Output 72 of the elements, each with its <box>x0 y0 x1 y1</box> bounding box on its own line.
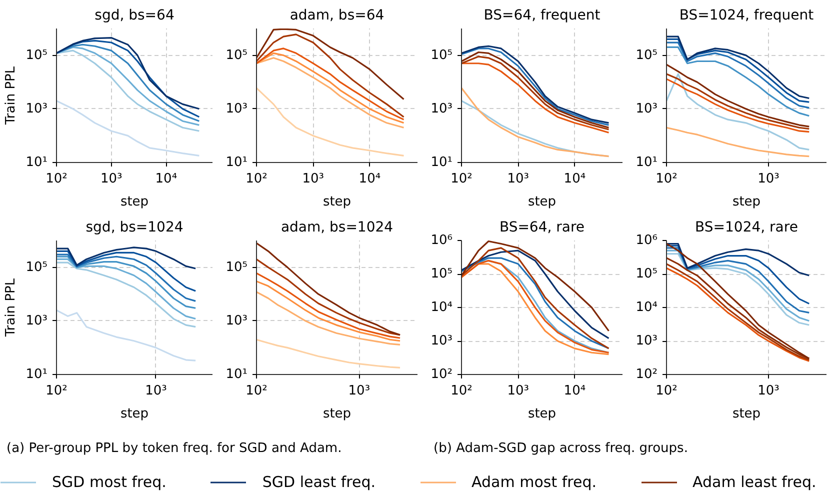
y-tick-label: 10³ <box>226 101 248 116</box>
y-tick-label: 10³ <box>430 101 453 116</box>
x-axis-title: step <box>528 194 556 210</box>
y-tick-label: 10¹ <box>26 155 48 170</box>
x-tick-label: 10² <box>46 172 68 186</box>
y-tick-label: 10³ <box>26 101 48 116</box>
chart-title: sgd, bs=64 <box>94 8 174 24</box>
y-tick-label: 10³ <box>636 334 658 348</box>
y-tick-label: 10⁶ <box>430 233 453 248</box>
chart-title: BS=64, rare <box>499 220 585 236</box>
x-axis-title: step <box>322 406 352 422</box>
y-tick-label: 10⁵ <box>430 266 453 282</box>
y-tick-label: 10³ <box>430 334 453 348</box>
y-tick-label: 10⁵ <box>636 266 658 282</box>
x-axis-title: step <box>528 406 556 422</box>
x-tick-label: 10³ <box>100 172 122 186</box>
x-tick-label: 10³ <box>758 384 780 398</box>
y-tick-label: 10⁵ <box>26 260 48 275</box>
x-tick-label: 10² <box>246 172 268 186</box>
y-axis-title: Train PPL <box>4 66 19 126</box>
y-tick-label: 10⁴ <box>430 300 453 315</box>
y-tick-label: 10⁶ <box>636 233 658 248</box>
x-tick-label: 10³ <box>145 384 167 398</box>
y-tick-label: 10¹ <box>226 367 248 382</box>
x-axis-title: step <box>120 406 149 422</box>
y-tick-label: 10² <box>430 367 453 382</box>
legend-label: SGD least freq. <box>262 473 376 491</box>
chart-title: adam, bs=1024 <box>280 220 394 236</box>
x-tick-label: 10² <box>450 384 472 398</box>
chart-title: BS=1024, frequent <box>679 8 814 24</box>
y-tick-label: 10³ <box>26 313 48 328</box>
x-axis-title: step <box>732 194 761 210</box>
chart-title: BS=1024, rare <box>695 220 798 236</box>
chart-title: adam, bs=64 <box>290 8 384 24</box>
chart-title: sgd, bs=1024 <box>86 220 184 236</box>
x-axis-title: step <box>120 194 149 210</box>
y-tick-label: 10⁵ <box>26 48 48 63</box>
x-tick-label: 10⁴ <box>358 172 381 186</box>
x-tick-label: 10² <box>450 172 472 186</box>
x-tick-label: 10³ <box>302 172 324 186</box>
legend-label: SGD most freq. <box>52 473 166 491</box>
y-tick-label: 10¹ <box>226 155 248 170</box>
y-tick-label: 10⁵ <box>226 48 248 63</box>
y-tick-label: 10² <box>636 367 658 382</box>
chart-title: BS=64, frequent <box>484 8 601 24</box>
y-axis-title: Train PPL <box>4 278 19 338</box>
legend-label: Adam least freq. <box>692 473 816 491</box>
y-tick-label: 10⁵ <box>430 48 453 63</box>
x-tick-label: 10⁴ <box>155 172 178 186</box>
x-axis-title: step <box>322 194 352 210</box>
x-tick-label: 10⁴ <box>564 172 586 186</box>
x-axis-title: step <box>732 406 761 422</box>
x-tick-label: 10³ <box>348 384 370 398</box>
text: (b) Adam-SGD gap across freq. groups. <box>434 441 688 456</box>
y-tick-label: 10⁵ <box>636 48 658 63</box>
x-tick-label: 10⁴ <box>564 384 586 398</box>
y-tick-label: 10¹ <box>636 155 658 170</box>
legend-label: Adam most freq. <box>472 473 596 491</box>
x-tick-label: 10² <box>246 384 268 398</box>
y-tick-label: 10³ <box>226 313 248 328</box>
x-tick-label: 10³ <box>507 172 529 186</box>
x-tick-label: 10² <box>656 384 678 398</box>
x-tick-label: 10² <box>656 172 678 186</box>
y-tick-label: 10³ <box>636 101 658 116</box>
y-tick-label: 10⁴ <box>636 300 658 315</box>
y-tick-label: 10⁵ <box>226 260 248 275</box>
x-tick-label: 10³ <box>758 172 780 186</box>
x-tick-label: 10² <box>46 384 68 398</box>
text: (a) Per-group PPL by token freq. for SGD and Adam. <box>6 441 342 456</box>
x-tick-label: 10³ <box>507 384 529 398</box>
y-tick-label: 10¹ <box>430 155 453 170</box>
y-tick-label: 10¹ <box>26 367 48 382</box>
